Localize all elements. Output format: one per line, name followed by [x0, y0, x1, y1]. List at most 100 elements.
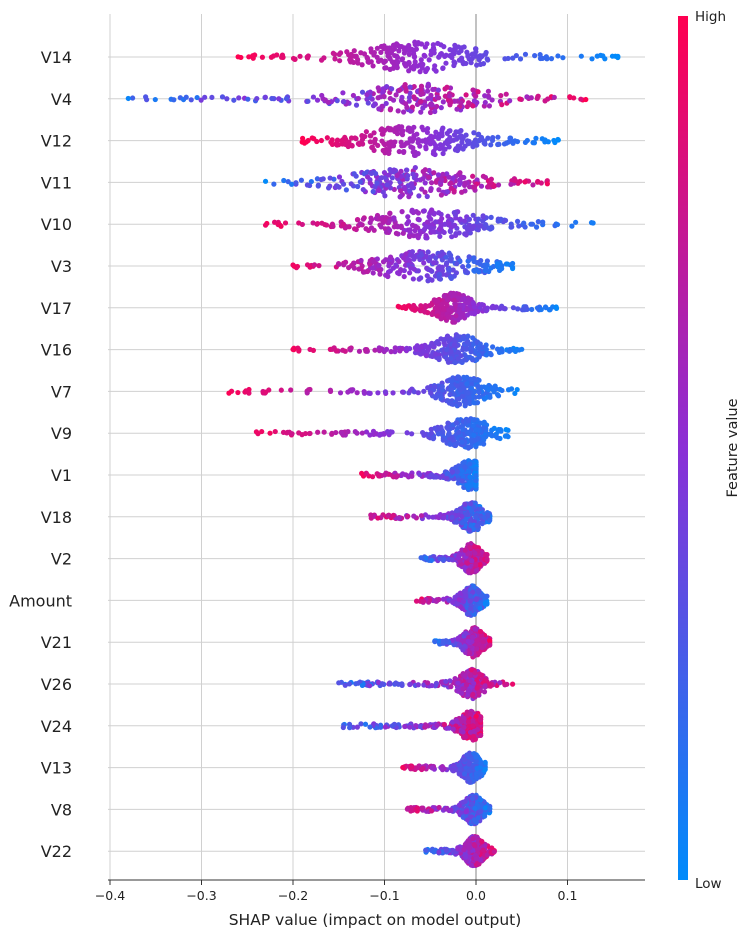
shap-point — [418, 344, 424, 350]
shap-point — [451, 342, 457, 348]
shap-point — [477, 261, 483, 267]
shap-point — [457, 590, 463, 596]
shap-point — [353, 102, 360, 108]
shap-point — [479, 838, 485, 844]
shap-point — [276, 96, 282, 102]
shap-point — [339, 430, 345, 437]
shap-point — [486, 103, 493, 109]
shap-point — [352, 429, 358, 435]
shap-point — [466, 634, 472, 640]
shap-point — [429, 472, 435, 478]
shap-point — [354, 390, 360, 396]
shap-point — [482, 683, 488, 689]
shap-point — [482, 805, 489, 811]
shap-point — [377, 271, 383, 277]
shap-point — [375, 142, 381, 149]
shap-point — [507, 98, 513, 104]
shap-point — [290, 346, 296, 353]
shap-point — [401, 142, 407, 148]
shap-point — [459, 718, 465, 724]
shap-point — [423, 253, 429, 259]
shap-point — [441, 44, 447, 50]
shap-point — [356, 348, 363, 354]
shap-point — [425, 95, 431, 102]
shap-point — [426, 167, 432, 174]
shap-point — [267, 430, 273, 436]
shap-point — [404, 430, 410, 436]
shap-point — [387, 107, 393, 113]
shap-point — [435, 172, 441, 178]
feature-label: V14 — [41, 48, 72, 67]
row-v2 — [418, 541, 490, 576]
shap-point — [460, 729, 466, 735]
shap-point — [363, 226, 369, 232]
shap-point — [411, 53, 418, 60]
shap-point — [440, 150, 446, 157]
shap-point — [473, 856, 479, 862]
shap-point — [403, 101, 409, 107]
shap-point — [418, 57, 424, 63]
shap-point — [401, 47, 408, 53]
shap-point — [235, 54, 241, 60]
shap-point — [410, 223, 416, 229]
shap-point — [439, 177, 445, 183]
shap-point — [403, 167, 410, 173]
shap-point — [470, 87, 476, 93]
shap-point — [463, 682, 470, 688]
shap-point — [415, 151, 421, 157]
shap-point — [516, 223, 522, 229]
shap-point — [392, 349, 398, 355]
shap-point — [470, 835, 476, 842]
shap-point — [470, 691, 476, 698]
shap-point — [509, 681, 516, 687]
shap-point — [409, 431, 415, 437]
shap-point — [480, 61, 487, 67]
shap-point — [433, 145, 439, 151]
shap-point — [474, 685, 480, 691]
shap-point — [464, 817, 470, 823]
shap-point — [487, 805, 493, 812]
shap-point — [417, 471, 423, 478]
shap-point — [355, 141, 361, 147]
shap-point — [371, 258, 377, 265]
shap-point — [510, 140, 516, 146]
shap-point — [452, 319, 458, 325]
shap-point — [209, 94, 215, 101]
shap-point — [405, 218, 412, 225]
shap-point — [414, 177, 420, 183]
shap-point — [278, 223, 284, 229]
shap-point — [319, 92, 325, 99]
shap-point — [262, 222, 269, 228]
shap-point — [370, 265, 376, 271]
shap-point — [467, 598, 473, 604]
shap-point — [488, 176, 494, 182]
shap-point — [359, 470, 365, 476]
shap-point — [433, 474, 439, 480]
shap-point — [315, 183, 321, 189]
x-tick-label: 0.0 — [466, 888, 486, 903]
shap-point — [448, 807, 454, 813]
shap-point — [437, 556, 443, 562]
shap-point — [428, 430, 435, 436]
shap-point — [464, 306, 470, 312]
shap-point — [476, 671, 483, 677]
shap-point — [381, 431, 387, 437]
shap-point — [416, 193, 422, 199]
shap-point — [534, 179, 541, 185]
shap-point — [467, 544, 473, 550]
shap-point — [337, 58, 343, 64]
shap-point — [430, 514, 436, 520]
shap-point — [415, 138, 422, 144]
shap-point — [448, 52, 454, 58]
shap-point — [482, 760, 488, 766]
shap-point — [426, 214, 432, 220]
shap-point — [406, 59, 412, 66]
shap-point — [375, 85, 381, 91]
shap-point — [466, 483, 472, 489]
shap-point — [473, 514, 479, 520]
shap-point — [480, 218, 486, 224]
shap-point — [400, 230, 406, 236]
shap-point — [468, 60, 474, 66]
shap-point — [305, 137, 311, 144]
shap-point — [469, 634, 476, 640]
